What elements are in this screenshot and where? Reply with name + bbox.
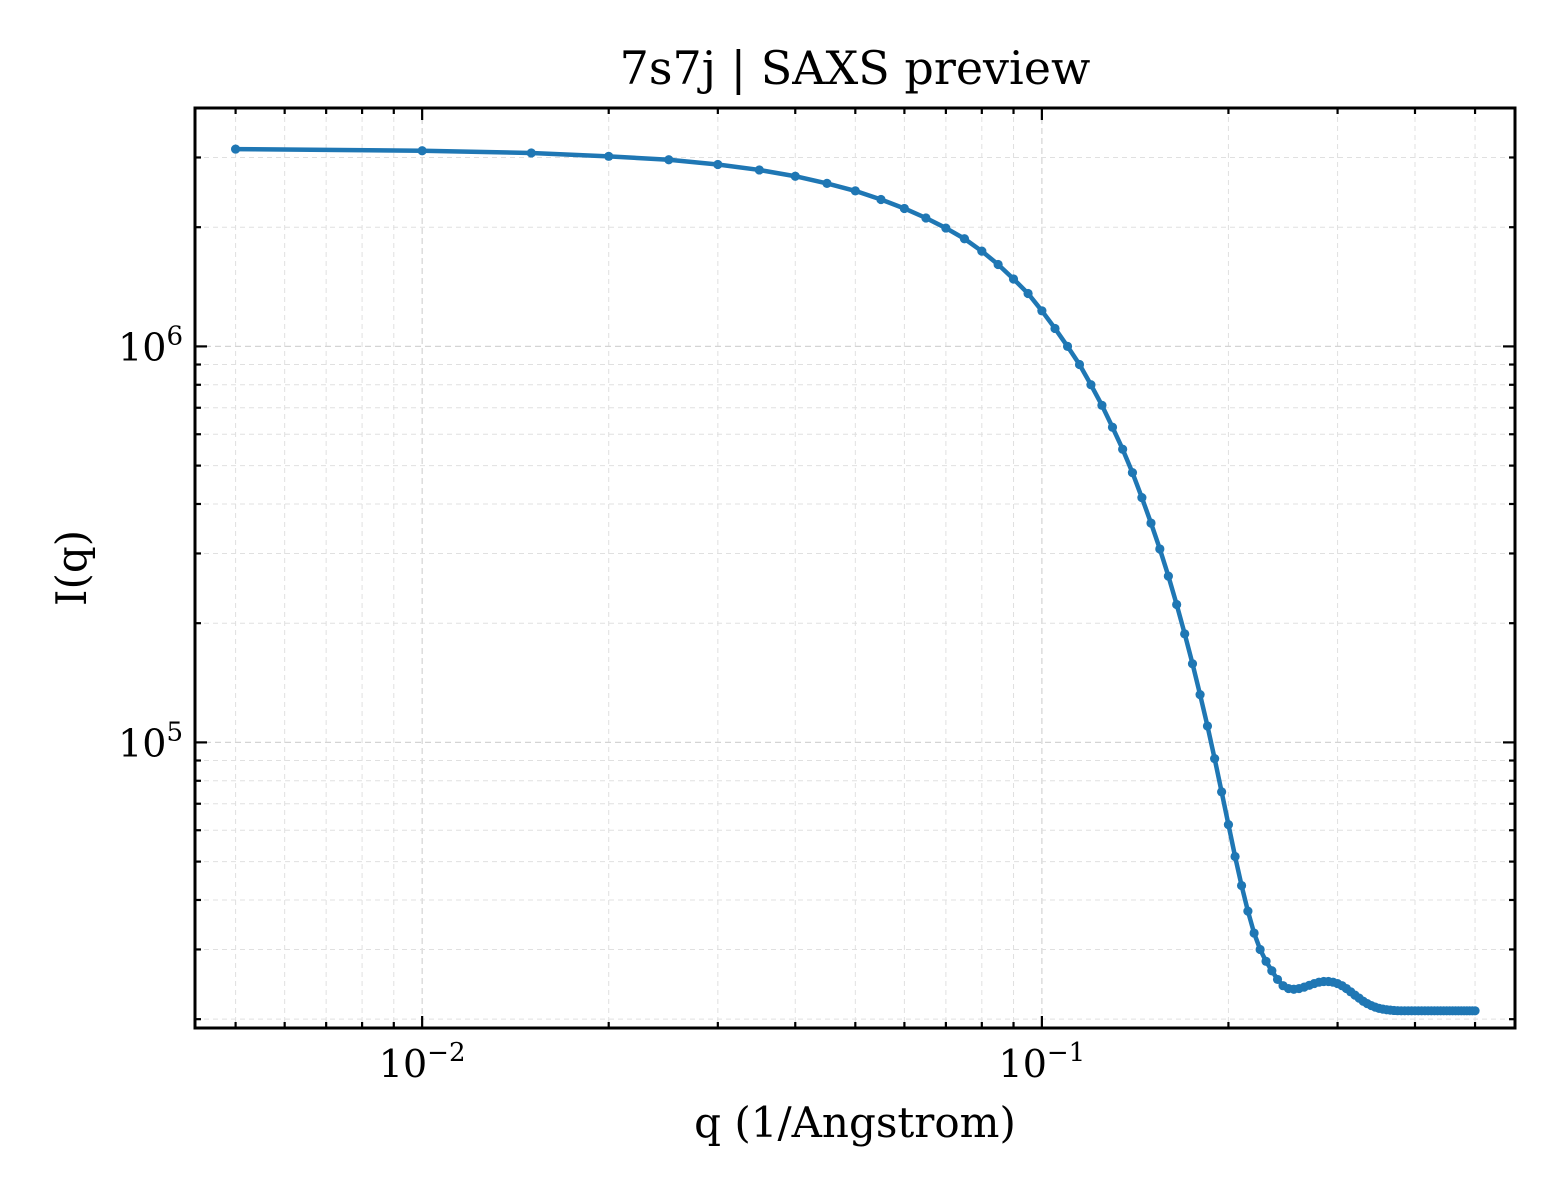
data-point (1187, 659, 1198, 669)
data-point (959, 234, 970, 244)
y-tick-label: 106 (118, 321, 183, 369)
data-point (1272, 974, 1283, 985)
tick-labels: 10−2 10−1 105 106 (118, 321, 1085, 1086)
data-point (604, 151, 614, 161)
data-point (526, 148, 536, 158)
data-point (899, 203, 909, 214)
data-point (1180, 629, 1190, 639)
data-point (1230, 851, 1240, 862)
y-tick-label: 105 (118, 717, 183, 765)
y-axis-label: I(q) (47, 530, 96, 606)
data-point (790, 171, 800, 181)
data-point (1155, 544, 1165, 554)
data-point (1217, 787, 1227, 797)
data-point (1118, 444, 1128, 454)
data-point (1470, 1006, 1480, 1016)
data-point (822, 178, 832, 189)
data-point (1210, 754, 1220, 764)
data-point (1202, 721, 1213, 731)
data-point (1074, 359, 1085, 370)
data-point (230, 144, 241, 154)
data-point (1086, 380, 1096, 390)
data-point (417, 146, 427, 156)
chart-title: 7s7j | SAXS preview (620, 41, 1091, 95)
data-point (1255, 944, 1265, 955)
data-point (1127, 468, 1138, 478)
data-point (941, 223, 951, 233)
data-point (664, 155, 674, 165)
data-point (1243, 906, 1253, 916)
data-point (1267, 966, 1277, 976)
data-point (850, 186, 860, 196)
data-point (1261, 956, 1271, 966)
data-point (1062, 341, 1073, 352)
data-point (1163, 571, 1173, 581)
data-point (754, 165, 764, 175)
plot-frame (193, 106, 1517, 1030)
data-point (1008, 274, 1019, 284)
data-point (1146, 518, 1156, 528)
x-tick-label: 10−2 (379, 1038, 466, 1086)
data-point (1107, 422, 1118, 432)
data-point (1037, 306, 1047, 316)
data-point (1172, 599, 1182, 610)
data-point (921, 213, 931, 223)
data-point (1137, 493, 1147, 503)
data-point (977, 246, 987, 256)
data-point (1023, 288, 1033, 299)
data-point (1249, 928, 1259, 938)
data-point (713, 159, 723, 170)
data-point (1195, 690, 1205, 700)
series-layer (230, 144, 1480, 1016)
data-point (876, 194, 886, 205)
data-point (993, 259, 1003, 270)
data-point (1236, 880, 1247, 891)
data-point (1223, 820, 1234, 830)
x-axis-label: q (1/Angstrom) (694, 1098, 1016, 1147)
data-point (1050, 323, 1060, 334)
data-point (1097, 400, 1107, 410)
x-tick-label: 10−1 (999, 1038, 1086, 1086)
